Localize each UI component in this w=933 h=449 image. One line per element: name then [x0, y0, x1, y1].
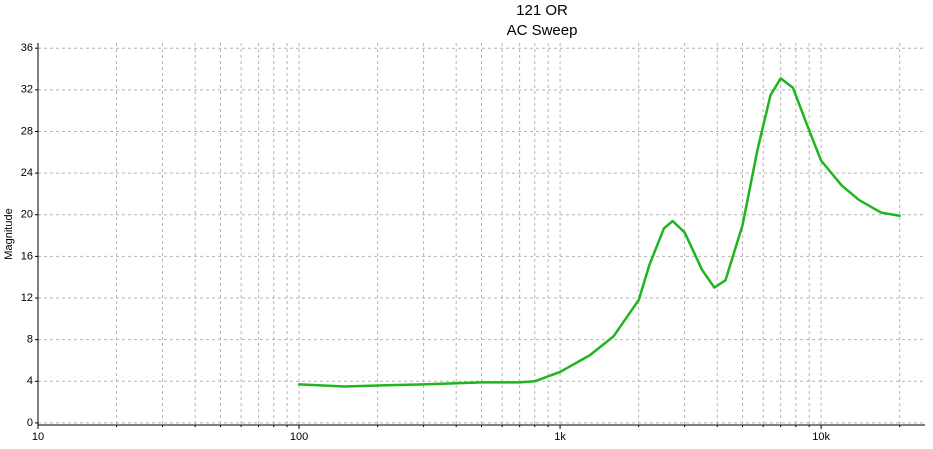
- y-tick-label: 20: [21, 209, 33, 221]
- y-tick-label: 24: [21, 167, 33, 179]
- y-tick-label: 32: [21, 84, 33, 96]
- x-tick-label: 100: [290, 431, 308, 443]
- y-tick-label: 16: [21, 250, 33, 262]
- y-tick-label: 4: [27, 375, 33, 387]
- y-tick-label: 28: [21, 125, 33, 137]
- y-tick-label: 8: [27, 334, 33, 346]
- y-tick-label: 0: [27, 417, 33, 429]
- x-tick-label: 10: [32, 431, 44, 443]
- y-tick-label: 36: [21, 42, 33, 54]
- y-tick-label: 12: [21, 292, 33, 304]
- y-axis-label: Magnitude: [3, 208, 15, 259]
- chart-title: 121 OR: [516, 2, 568, 19]
- x-tick-label: 1k: [554, 431, 566, 443]
- chart-subtitle: AC Sweep: [507, 22, 578, 39]
- data-line: [297, 77, 901, 388]
- x-tick-label: 10k: [812, 431, 830, 443]
